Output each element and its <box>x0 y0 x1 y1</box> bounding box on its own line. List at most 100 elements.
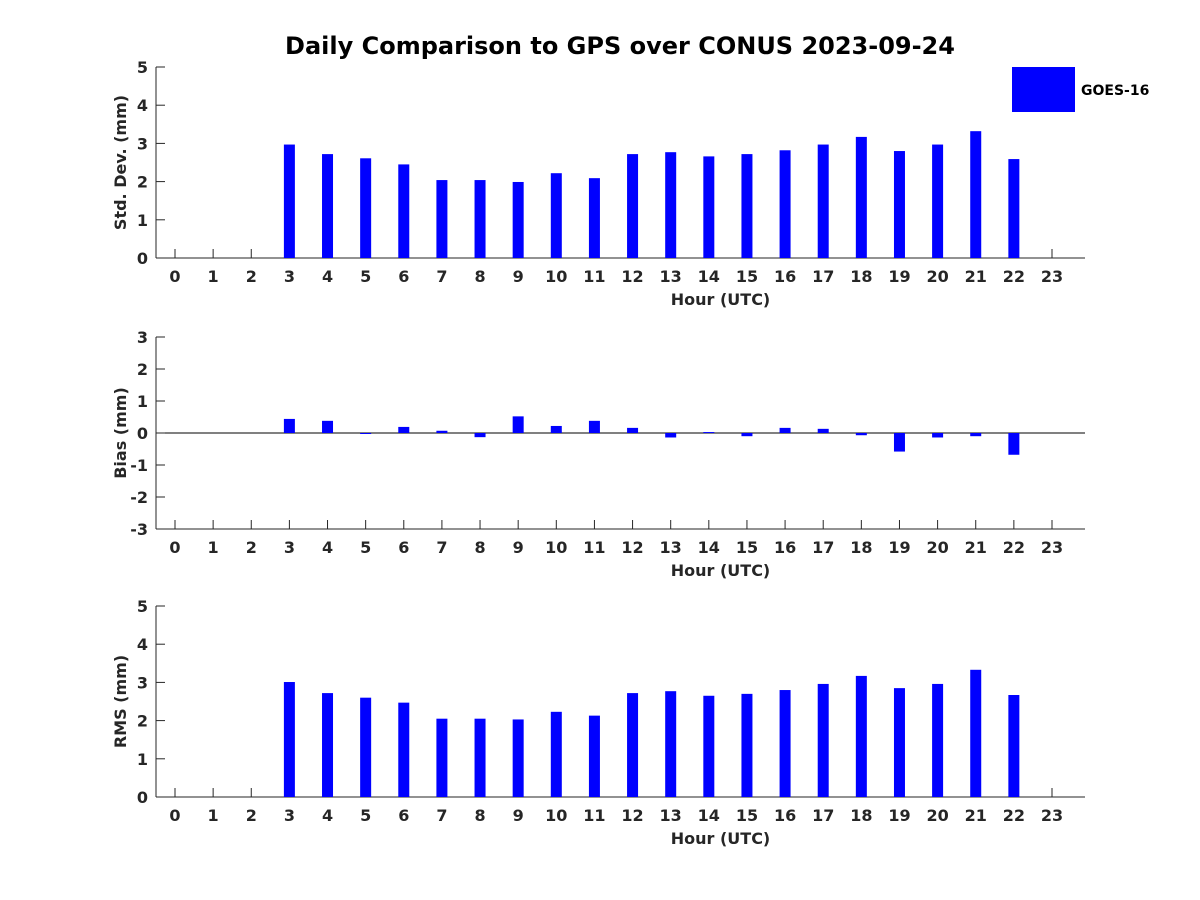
bar-hour-14 <box>703 156 715 258</box>
bar-hour-9 <box>512 719 524 797</box>
legend-swatch <box>1012 67 1075 112</box>
bar-hour-3 <box>283 144 295 258</box>
bar-hour-13 <box>665 691 677 797</box>
x-tick-label: 1 <box>208 806 219 825</box>
bar-hour-8 <box>474 433 486 438</box>
x-tick-label: 19 <box>888 806 910 825</box>
y-tick-label: 4 <box>137 96 148 115</box>
x-tick-label: 8 <box>474 806 485 825</box>
bar-hour-18 <box>855 433 867 436</box>
y-tick-label: 2 <box>137 712 148 731</box>
bar-hour-21 <box>970 433 982 437</box>
x-tick-label: 21 <box>965 267 987 286</box>
x-tick-label: 11 <box>583 806 605 825</box>
figure-title: Daily Comparison to GPS over CONUS 2023-… <box>285 32 955 60</box>
y-tick-label: 1 <box>137 750 148 769</box>
x-tick-label: 5 <box>360 538 371 557</box>
x-tick-label: 23 <box>1041 806 1063 825</box>
y-tick-label: 5 <box>137 597 148 616</box>
x-tick-label: 4 <box>322 806 333 825</box>
bar-hour-11 <box>588 178 600 258</box>
x-tick-label: 22 <box>1003 538 1025 557</box>
x-axis-label: Hour (UTC) <box>671 829 771 848</box>
bar-hour-10 <box>550 711 562 797</box>
x-tick-label: 2 <box>246 538 257 557</box>
y-tick-label: 5 <box>137 58 148 77</box>
bar-hour-10 <box>550 425 562 433</box>
bar-hour-16 <box>779 150 791 258</box>
bar-hour-16 <box>779 427 791 433</box>
x-tick-label: 4 <box>322 267 333 286</box>
bar-hour-3 <box>283 682 295 797</box>
bar-hour-9 <box>512 416 524 433</box>
x-tick-label: 17 <box>812 806 834 825</box>
y-axis-label: RMS (mm) <box>111 655 130 748</box>
bar-hour-11 <box>588 715 600 797</box>
x-tick-label: 11 <box>583 538 605 557</box>
bar-hour-17 <box>817 428 829 433</box>
y-tick-label: 0 <box>137 249 148 268</box>
y-tick-label: 1 <box>137 211 148 230</box>
bar-hour-15 <box>741 154 753 258</box>
x-tick-label: 10 <box>545 267 567 286</box>
bar-hour-19 <box>893 433 905 452</box>
legend-label: GOES-16 <box>1081 83 1149 99</box>
x-tick-label: 10 <box>545 538 567 557</box>
bar-hour-22 <box>1008 433 1020 455</box>
x-tick-label: 16 <box>774 538 796 557</box>
legend: GOES-16 <box>1012 67 1149 112</box>
bar-hour-14 <box>703 695 715 797</box>
x-tick-label: 8 <box>474 267 485 286</box>
bar-hour-7 <box>436 718 448 797</box>
x-tick-label: 20 <box>926 267 948 286</box>
bar-hour-8 <box>474 718 486 797</box>
bar-hour-4 <box>322 693 334 797</box>
x-tick-label: 23 <box>1041 538 1063 557</box>
bar-hour-10 <box>550 173 562 258</box>
x-tick-label: 17 <box>812 267 834 286</box>
x-tick-label: 16 <box>774 267 796 286</box>
bar-hour-8 <box>474 180 486 258</box>
x-tick-label: 19 <box>888 538 910 557</box>
x-tick-label: 13 <box>660 806 682 825</box>
x-tick-label: 0 <box>169 806 180 825</box>
y-tick-label: 0 <box>137 788 148 807</box>
bar-hour-22 <box>1008 695 1020 797</box>
x-tick-label: 20 <box>926 538 948 557</box>
bar-hour-18 <box>855 675 867 797</box>
x-tick-label: 11 <box>583 267 605 286</box>
bar-hour-16 <box>779 690 791 797</box>
x-tick-label: 12 <box>621 538 643 557</box>
x-tick-label: 21 <box>965 806 987 825</box>
x-tick-label: 7 <box>436 806 447 825</box>
y-tick-label: 4 <box>137 635 148 654</box>
y-axis-label: Bias (mm) <box>111 387 130 479</box>
bar-hour-20 <box>932 433 944 438</box>
y-tick-label: 1 <box>137 392 148 411</box>
x-axis-label: Hour (UTC) <box>671 561 771 580</box>
bar-hour-15 <box>741 433 753 437</box>
bar-hour-12 <box>627 427 639 433</box>
bar-hour-20 <box>932 683 944 797</box>
x-tick-label: 2 <box>246 806 257 825</box>
x-tick-label: 7 <box>436 267 447 286</box>
x-tick-label: 8 <box>474 538 485 557</box>
x-tick-label: 19 <box>888 267 910 286</box>
x-tick-label: 3 <box>284 806 295 825</box>
x-tick-label: 2 <box>246 267 257 286</box>
bar-hour-20 <box>932 144 944 258</box>
bar-hour-13 <box>665 152 677 258</box>
x-tick-label: 6 <box>398 267 409 286</box>
y-tick-label: -2 <box>130 488 148 507</box>
x-tick-label: 22 <box>1003 806 1025 825</box>
bar-hour-5 <box>360 433 372 434</box>
x-tick-label: 22 <box>1003 267 1025 286</box>
bar-hour-6 <box>398 164 410 258</box>
x-tick-label: 0 <box>169 267 180 286</box>
x-tick-label: 18 <box>850 267 872 286</box>
y-tick-label: 0 <box>137 424 148 443</box>
x-tick-label: 15 <box>736 806 758 825</box>
